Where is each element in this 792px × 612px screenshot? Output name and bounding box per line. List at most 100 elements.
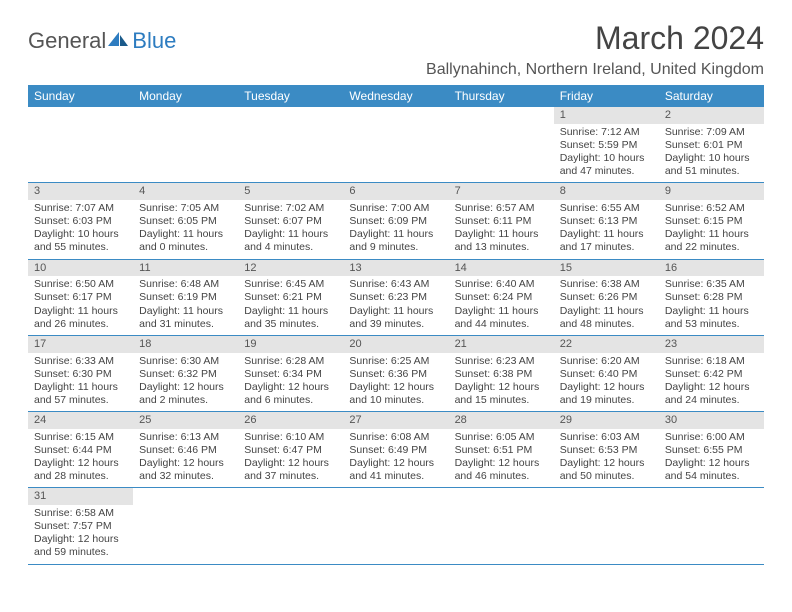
- day-cell: 12Sunrise: 6:45 AMSunset: 6:21 PMDayligh…: [238, 260, 343, 335]
- sunrise-text: Sunrise: 6:58 AM: [34, 507, 127, 520]
- day-cell: [133, 107, 238, 182]
- sunset-text: Sunset: 5:59 PM: [560, 139, 653, 152]
- sunset-text: Sunset: 6:28 PM: [665, 291, 758, 304]
- daylight2-text: and 0 minutes.: [139, 241, 232, 254]
- sunrise-text: Sunrise: 7:00 AM: [349, 202, 442, 215]
- daylight1-text: Daylight: 12 hours: [560, 381, 653, 394]
- day-details: Sunrise: 6:38 AMSunset: 6:26 PMDaylight:…: [554, 276, 659, 335]
- day-number: 7: [449, 183, 554, 200]
- daylight2-text: and 53 minutes.: [665, 318, 758, 331]
- daylight1-text: Daylight: 12 hours: [139, 457, 232, 470]
- day-number: 10: [28, 260, 133, 277]
- day-details: Sunrise: 7:00 AMSunset: 6:09 PMDaylight:…: [343, 200, 448, 259]
- logo-sail-icon: [108, 28, 130, 54]
- sunset-text: Sunset: 6:01 PM: [665, 139, 758, 152]
- day-details: Sunrise: 6:08 AMSunset: 6:49 PMDaylight:…: [343, 429, 448, 488]
- day-details: Sunrise: 6:18 AMSunset: 6:42 PMDaylight:…: [659, 353, 764, 412]
- day-cell: 9Sunrise: 6:52 AMSunset: 6:15 PMDaylight…: [659, 183, 764, 258]
- daylight2-text: and 47 minutes.: [560, 165, 653, 178]
- daylight2-text: and 28 minutes.: [34, 470, 127, 483]
- sunset-text: Sunset: 6:36 PM: [349, 368, 442, 381]
- calendar: SundayMondayTuesdayWednesdayThursdayFrid…: [28, 85, 764, 565]
- daylight1-text: Daylight: 11 hours: [349, 305, 442, 318]
- day-number: 23: [659, 336, 764, 353]
- day-details: Sunrise: 6:58 AMSunset: 7:57 PMDaylight:…: [28, 505, 133, 564]
- sunset-text: Sunset: 6:32 PM: [139, 368, 232, 381]
- daylight1-text: Daylight: 11 hours: [665, 228, 758, 241]
- week-row: 31Sunrise: 6:58 AMSunset: 7:57 PMDayligh…: [28, 488, 764, 564]
- daylight1-text: Daylight: 11 hours: [139, 228, 232, 241]
- daylight1-text: Daylight: 11 hours: [139, 305, 232, 318]
- day-cell: 2Sunrise: 7:09 AMSunset: 6:01 PMDaylight…: [659, 107, 764, 182]
- sunset-text: Sunset: 6:34 PM: [244, 368, 337, 381]
- day-cell: 5Sunrise: 7:02 AMSunset: 6:07 PMDaylight…: [238, 183, 343, 258]
- daylight1-text: Daylight: 10 hours: [560, 152, 653, 165]
- sunset-text: Sunset: 6:09 PM: [349, 215, 442, 228]
- sunrise-text: Sunrise: 6:05 AM: [455, 431, 548, 444]
- week-row: 24Sunrise: 6:15 AMSunset: 6:44 PMDayligh…: [28, 412, 764, 488]
- day-header: Wednesday: [343, 85, 448, 107]
- day-details: Sunrise: 6:03 AMSunset: 6:53 PMDaylight:…: [554, 429, 659, 488]
- daylight1-text: Daylight: 12 hours: [560, 457, 653, 470]
- sunset-text: Sunset: 6:46 PM: [139, 444, 232, 457]
- day-cell: [343, 488, 448, 563]
- header: General Blue March 2024 Ballynahinch, No…: [28, 20, 764, 79]
- day-number: 9: [659, 183, 764, 200]
- day-number: 27: [343, 412, 448, 429]
- sunrise-text: Sunrise: 6:57 AM: [455, 202, 548, 215]
- day-cell: [133, 488, 238, 563]
- day-cell: 23Sunrise: 6:18 AMSunset: 6:42 PMDayligh…: [659, 336, 764, 411]
- day-cell: 6Sunrise: 7:00 AMSunset: 6:09 PMDaylight…: [343, 183, 448, 258]
- sunrise-text: Sunrise: 6:45 AM: [244, 278, 337, 291]
- daylight1-text: Daylight: 12 hours: [244, 457, 337, 470]
- day-headers: SundayMondayTuesdayWednesdayThursdayFrid…: [28, 85, 764, 107]
- day-number: 8: [554, 183, 659, 200]
- sunset-text: Sunset: 6:55 PM: [665, 444, 758, 457]
- daylight1-text: Daylight: 12 hours: [455, 457, 548, 470]
- day-cell: [659, 488, 764, 563]
- day-number: 5: [238, 183, 343, 200]
- day-number: 12: [238, 260, 343, 277]
- sunset-text: Sunset: 6:49 PM: [349, 444, 442, 457]
- day-cell: 11Sunrise: 6:48 AMSunset: 6:19 PMDayligh…: [133, 260, 238, 335]
- day-cell: 13Sunrise: 6:43 AMSunset: 6:23 PMDayligh…: [343, 260, 448, 335]
- logo-text-1: General: [28, 28, 106, 54]
- daylight1-text: Daylight: 12 hours: [665, 381, 758, 394]
- sunset-text: Sunset: 6:47 PM: [244, 444, 337, 457]
- day-cell: 18Sunrise: 6:30 AMSunset: 6:32 PMDayligh…: [133, 336, 238, 411]
- sunset-text: Sunset: 6:03 PM: [34, 215, 127, 228]
- day-details: Sunrise: 6:50 AMSunset: 6:17 PMDaylight:…: [28, 276, 133, 335]
- sunrise-text: Sunrise: 7:09 AM: [665, 126, 758, 139]
- daylight2-text: and 48 minutes.: [560, 318, 653, 331]
- daylight2-text: and 51 minutes.: [665, 165, 758, 178]
- day-details: Sunrise: 6:33 AMSunset: 6:30 PMDaylight:…: [28, 353, 133, 412]
- day-number: 29: [554, 412, 659, 429]
- sunrise-text: Sunrise: 6:55 AM: [560, 202, 653, 215]
- sunrise-text: Sunrise: 6:13 AM: [139, 431, 232, 444]
- day-cell: [449, 107, 554, 182]
- day-details: Sunrise: 6:35 AMSunset: 6:28 PMDaylight:…: [659, 276, 764, 335]
- daylight2-text: and 22 minutes.: [665, 241, 758, 254]
- day-details: Sunrise: 7:05 AMSunset: 6:05 PMDaylight:…: [133, 200, 238, 259]
- daylight1-text: Daylight: 12 hours: [665, 457, 758, 470]
- day-number: 14: [449, 260, 554, 277]
- day-header: Monday: [133, 85, 238, 107]
- daylight2-text: and 26 minutes.: [34, 318, 127, 331]
- day-cell: 16Sunrise: 6:35 AMSunset: 6:28 PMDayligh…: [659, 260, 764, 335]
- daylight1-text: Daylight: 11 hours: [34, 305, 127, 318]
- day-details: Sunrise: 6:10 AMSunset: 6:47 PMDaylight:…: [238, 429, 343, 488]
- day-number: 13: [343, 260, 448, 277]
- day-cell: 30Sunrise: 6:00 AMSunset: 6:55 PMDayligh…: [659, 412, 764, 487]
- day-details: Sunrise: 6:23 AMSunset: 6:38 PMDaylight:…: [449, 353, 554, 412]
- day-details: Sunrise: 6:13 AMSunset: 6:46 PMDaylight:…: [133, 429, 238, 488]
- day-details: Sunrise: 7:12 AMSunset: 5:59 PMDaylight:…: [554, 124, 659, 183]
- day-cell: 1Sunrise: 7:12 AMSunset: 5:59 PMDaylight…: [554, 107, 659, 182]
- day-number: 31: [28, 488, 133, 505]
- daylight2-text: and 6 minutes.: [244, 394, 337, 407]
- sunrise-text: Sunrise: 6:33 AM: [34, 355, 127, 368]
- daylight2-text: and 15 minutes.: [455, 394, 548, 407]
- sunset-text: Sunset: 6:40 PM: [560, 368, 653, 381]
- sunrise-text: Sunrise: 6:30 AM: [139, 355, 232, 368]
- day-details: Sunrise: 6:52 AMSunset: 6:15 PMDaylight:…: [659, 200, 764, 259]
- daylight1-text: Daylight: 10 hours: [665, 152, 758, 165]
